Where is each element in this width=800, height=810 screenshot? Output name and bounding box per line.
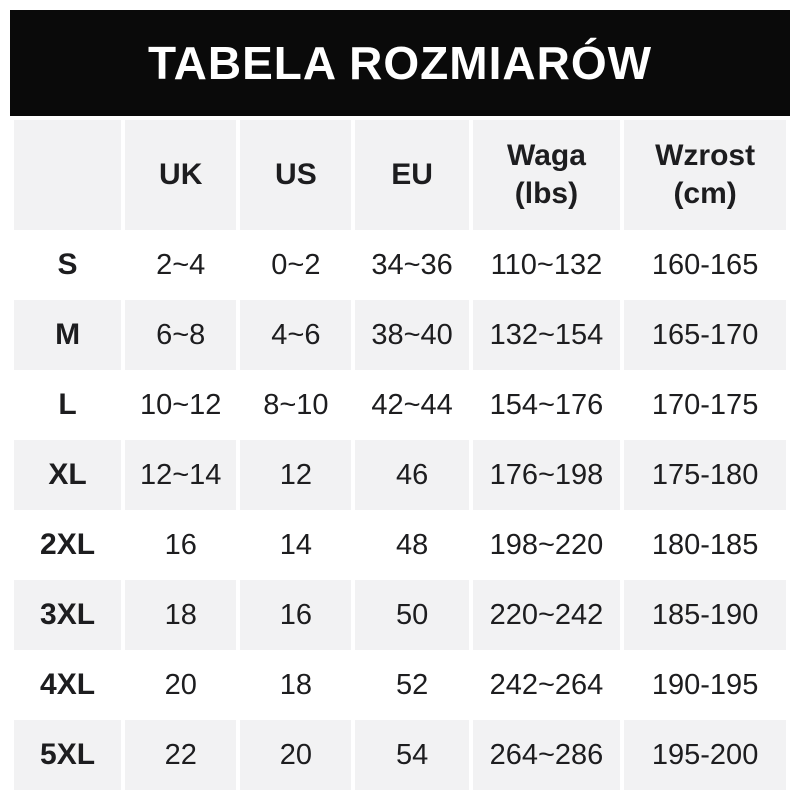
waga-value: 220~242 bbox=[472, 580, 621, 650]
column-header-size bbox=[14, 120, 122, 230]
column-header-us: US bbox=[240, 120, 352, 230]
column-header-eu: EU bbox=[355, 120, 469, 230]
waga-value: 242~264 bbox=[472, 650, 621, 720]
size-label: 4XL bbox=[14, 650, 122, 720]
row-3xl: 3XL 18 16 50 220~242 185-190 bbox=[14, 580, 786, 650]
wzrost-value: 190-195 bbox=[624, 650, 786, 720]
us-value: 18 bbox=[240, 650, 352, 720]
column-header-eu-label: EU bbox=[391, 158, 433, 191]
us-value: 14 bbox=[240, 510, 352, 580]
eu-value: 46 bbox=[355, 440, 469, 510]
size-chart-page: TABELA ROZMIARÓW UK US EU bbox=[0, 10, 800, 810]
uk-value: 12~14 bbox=[125, 440, 237, 510]
wzrost-value: 180-185 bbox=[624, 510, 786, 580]
column-header-waga: Waga (lbs) bbox=[472, 120, 621, 230]
row-s: S 2~4 0~2 34~36 110~132 160-165 bbox=[14, 230, 786, 300]
column-header-wzrost: Wzrost (cm) bbox=[624, 120, 786, 230]
column-header-us-label: US bbox=[275, 158, 317, 191]
uk-value: 16 bbox=[125, 510, 237, 580]
column-header-uk-label: UK bbox=[159, 158, 203, 191]
size-label: M bbox=[14, 300, 122, 370]
eu-value: 52 bbox=[355, 650, 469, 720]
size-label: 5XL bbox=[14, 720, 122, 790]
size-label: L bbox=[14, 370, 122, 440]
uk-value: 22 bbox=[125, 720, 237, 790]
column-header-wzrost-label: Wzrost bbox=[655, 139, 756, 172]
eu-value: 38~40 bbox=[355, 300, 469, 370]
row-xl: XL 12~14 12 46 176~198 175-180 bbox=[14, 440, 786, 510]
title-banner: TABELA ROZMIARÓW bbox=[10, 10, 790, 116]
us-value: 4~6 bbox=[240, 300, 352, 370]
column-header-uk: UK bbox=[125, 120, 237, 230]
waga-value: 110~132 bbox=[472, 230, 621, 300]
wzrost-value: 185-190 bbox=[624, 580, 786, 650]
us-value: 12 bbox=[240, 440, 352, 510]
uk-value: 20 bbox=[125, 650, 237, 720]
us-value: 20 bbox=[240, 720, 352, 790]
wzrost-value: 160-165 bbox=[624, 230, 786, 300]
us-value: 8~10 bbox=[240, 370, 352, 440]
eu-value: 42~44 bbox=[355, 370, 469, 440]
eu-value: 50 bbox=[355, 580, 469, 650]
us-value: 0~2 bbox=[240, 230, 352, 300]
row-l: L 10~12 8~10 42~44 154~176 170-175 bbox=[14, 370, 786, 440]
uk-value: 18 bbox=[125, 580, 237, 650]
wzrost-value: 195-200 bbox=[624, 720, 786, 790]
wzrost-value: 175-180 bbox=[624, 440, 786, 510]
wzrost-value: 170-175 bbox=[624, 370, 786, 440]
waga-value: 176~198 bbox=[472, 440, 621, 510]
uk-value: 10~12 bbox=[125, 370, 237, 440]
row-5xl: 5XL 22 20 54 264~286 195-200 bbox=[14, 720, 786, 790]
waga-value: 264~286 bbox=[472, 720, 621, 790]
size-chart-table: UK US EU Waga (lbs) Wzrost (cm) bbox=[10, 120, 790, 790]
wzrost-value: 165-170 bbox=[624, 300, 786, 370]
row-m: M 6~8 4~6 38~40 132~154 165-170 bbox=[14, 300, 786, 370]
size-label: 3XL bbox=[14, 580, 122, 650]
uk-value: 2~4 bbox=[125, 230, 237, 300]
size-label: 2XL bbox=[14, 510, 122, 580]
waga-value: 198~220 bbox=[472, 510, 621, 580]
us-value: 16 bbox=[240, 580, 352, 650]
row-2xl: 2XL 16 14 48 198~220 180-185 bbox=[14, 510, 786, 580]
eu-value: 48 bbox=[355, 510, 469, 580]
uk-value: 6~8 bbox=[125, 300, 237, 370]
column-header-waga-label: Waga bbox=[507, 139, 586, 172]
header-row: UK US EU Waga (lbs) Wzrost (cm) bbox=[14, 120, 786, 230]
size-label: XL bbox=[14, 440, 122, 510]
column-header-wzrost-unit: (cm) bbox=[673, 177, 737, 210]
column-header-waga-unit: (lbs) bbox=[514, 177, 579, 210]
row-4xl: 4XL 20 18 52 242~264 190-195 bbox=[14, 650, 786, 720]
waga-value: 132~154 bbox=[472, 300, 621, 370]
size-label: S bbox=[14, 230, 122, 300]
page-title: TABELA ROZMIARÓW bbox=[147, 37, 653, 89]
waga-value: 154~176 bbox=[472, 370, 621, 440]
eu-value: 34~36 bbox=[355, 230, 469, 300]
eu-value: 54 bbox=[355, 720, 469, 790]
